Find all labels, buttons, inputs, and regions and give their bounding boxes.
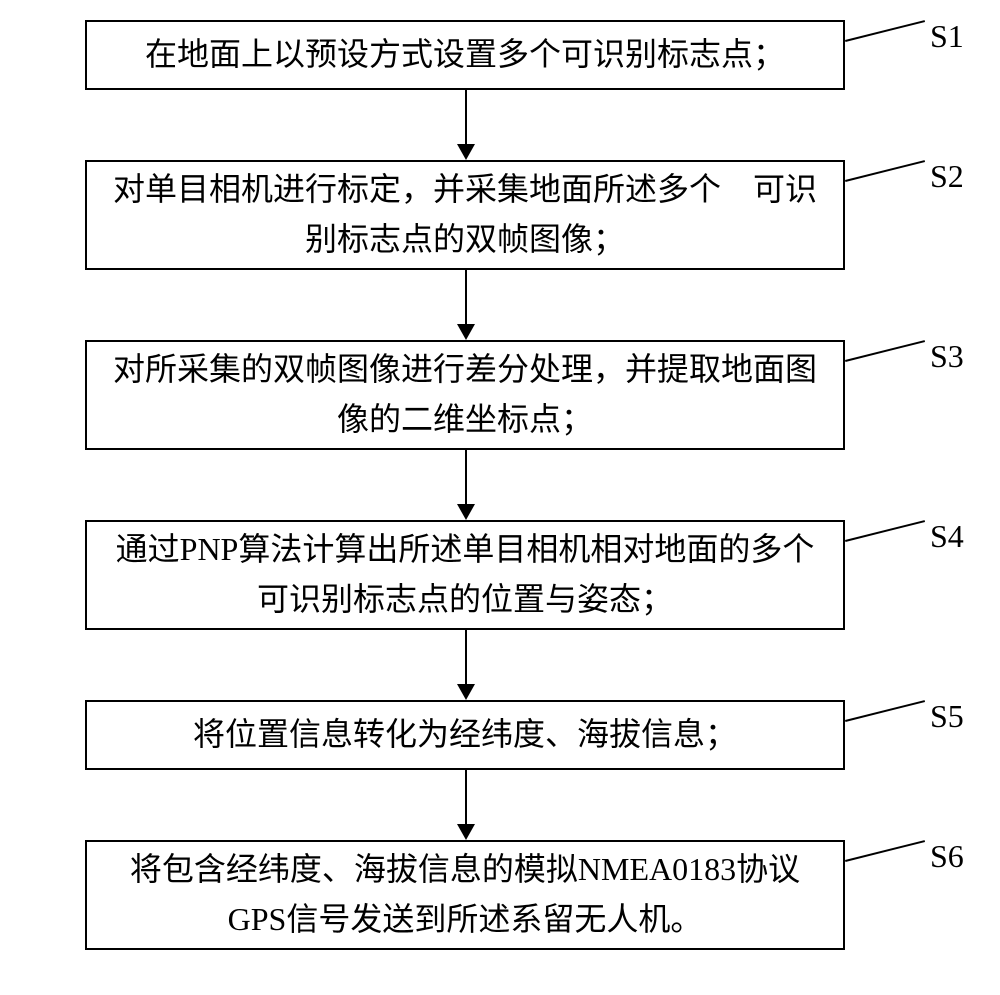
step-label-s3: S3: [930, 338, 964, 375]
step-box-s4: 通过PNP算法计算出所述单目相机相对地面的多个可识别标志点的位置与姿态；: [85, 520, 845, 630]
step-text: 在地面上以预设方式设置多个可识别标志点；: [145, 30, 785, 80]
arrow-head-icon: [457, 144, 475, 160]
arrow-line: [465, 450, 467, 506]
arrow-head-icon: [457, 824, 475, 840]
label-connector: [845, 520, 925, 542]
step-label-s2: S2: [930, 158, 964, 195]
arrow-head-icon: [457, 684, 475, 700]
label-connector: [845, 160, 925, 182]
step-box-s3: 对所采集的双帧图像进行差分处理，并提取地面图像的二维坐标点；: [85, 340, 845, 450]
label-connector: [845, 700, 925, 722]
step-label-s6: S6: [930, 838, 964, 875]
label-connector: [845, 840, 925, 862]
step-box-s6: 将包含经纬度、海拔信息的模拟NMEA0183协议GPS信号发送到所述系留无人机。: [85, 840, 845, 950]
step-label-s4: S4: [930, 518, 964, 555]
label-connector: [845, 20, 925, 42]
step-box-s5: 将位置信息转化为经纬度、海拔信息；: [85, 700, 845, 770]
arrow-head-icon: [457, 324, 475, 340]
label-connector: [845, 340, 925, 362]
step-label-s1: S1: [930, 18, 964, 55]
arrow-line: [465, 270, 467, 326]
step-text: 将位置信息转化为经纬度、海拔信息；: [193, 710, 737, 760]
step-text: 对所采集的双帧图像进行差分处理，并提取地面图像的二维坐标点；: [107, 345, 823, 444]
step-text: 对单目相机进行标定，并采集地面所述多个 可识别标志点的双帧图像；: [107, 165, 823, 264]
step-label-s5: S5: [930, 698, 964, 735]
step-box-s2: 对单目相机进行标定，并采集地面所述多个 可识别标志点的双帧图像；: [85, 160, 845, 270]
arrow-head-icon: [457, 504, 475, 520]
step-box-s1: 在地面上以预设方式设置多个可识别标志点；: [85, 20, 845, 90]
step-text: 通过PNP算法计算出所述单目相机相对地面的多个可识别标志点的位置与姿态；: [107, 525, 823, 624]
arrow-line: [465, 630, 467, 686]
step-text: 将包含经纬度、海拔信息的模拟NMEA0183协议GPS信号发送到所述系留无人机。: [107, 845, 823, 944]
arrow-line: [465, 770, 467, 826]
arrow-line: [465, 90, 467, 146]
flowchart-canvas: 在地面上以预设方式设置多个可识别标志点； S1 对单目相机进行标定，并采集地面所述多…: [0, 0, 1000, 995]
